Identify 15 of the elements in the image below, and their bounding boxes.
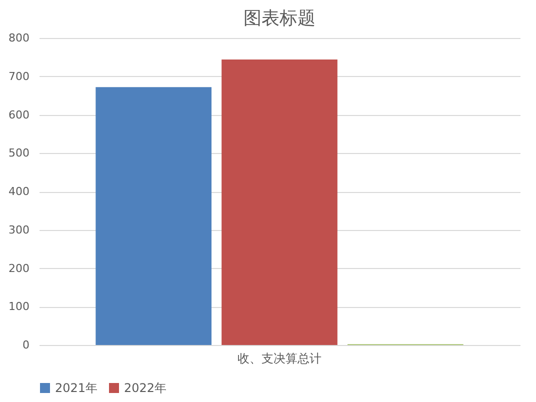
y-tick-label: 600	[8, 108, 30, 122]
y-tick-label: 300	[8, 223, 30, 236]
y-tick-label: 800	[8, 32, 30, 44]
chart-title: 图表标题	[244, 8, 316, 29]
y-tick-label: 200	[8, 262, 30, 275]
bar	[96, 87, 212, 345]
y-tick-label: 400	[8, 185, 30, 198]
legend-label: 2021年	[55, 381, 98, 395]
bar	[222, 59, 338, 345]
x-tick-label: 收、支决算总计	[238, 352, 322, 366]
y-tick-label: 700	[8, 70, 30, 83]
y-tick-label: 100	[8, 300, 30, 314]
y-tick-label: 0	[22, 338, 30, 352]
legend-label: 2022年	[124, 381, 167, 395]
y-tick-label: 500	[8, 146, 30, 160]
